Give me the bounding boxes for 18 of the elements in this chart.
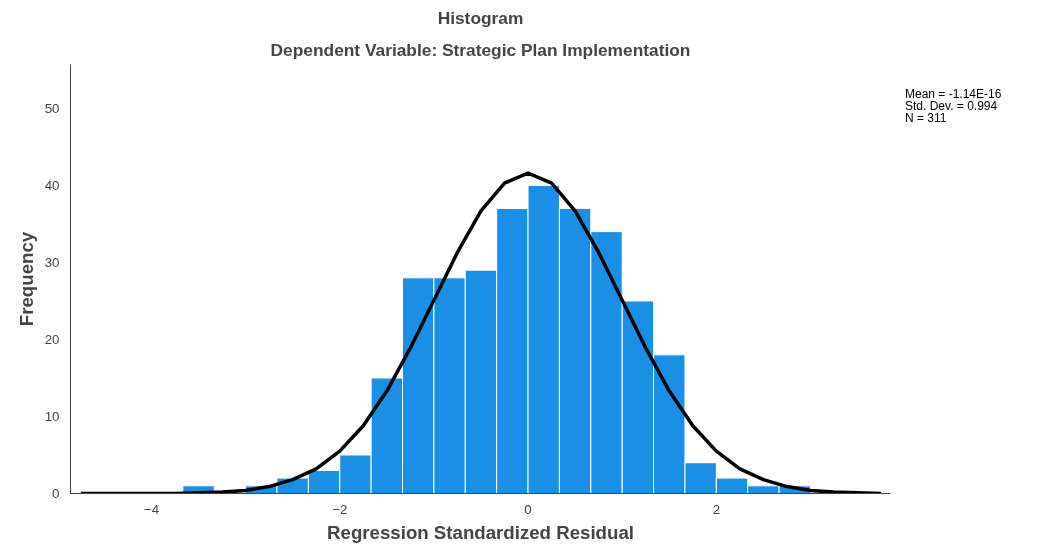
y-tick-label: 30 [44, 254, 60, 270]
chart-subtitle: Dependent Variable: Strategic Plan Implementation [270, 39, 691, 60]
text: N = 311 [905, 111, 948, 125]
y-tick-label: 50 [44, 100, 60, 116]
x-tick-label: 2 [712, 501, 721, 517]
x-tick-label: −2 [332, 501, 348, 517]
x-axis-title: Regression Standardized Residual [327, 521, 634, 543]
line-series [79, 171, 883, 494]
y-tick-label: 40 [44, 177, 60, 193]
y-tick-label: 0 [52, 486, 60, 501]
x-tick-label: 0 [524, 501, 532, 517]
y-axis-title: Frequency [15, 231, 37, 327]
text: Mean = -1.14E-16 [905, 87, 1002, 101]
y-tick-label: 10 [44, 408, 60, 424]
text: Std. Dev. = 0.994 [905, 99, 999, 113]
y-tick-label: 20 [44, 331, 60, 347]
x-tick-label: −4 [143, 501, 160, 517]
chart-title: Histogram [437, 7, 524, 28]
